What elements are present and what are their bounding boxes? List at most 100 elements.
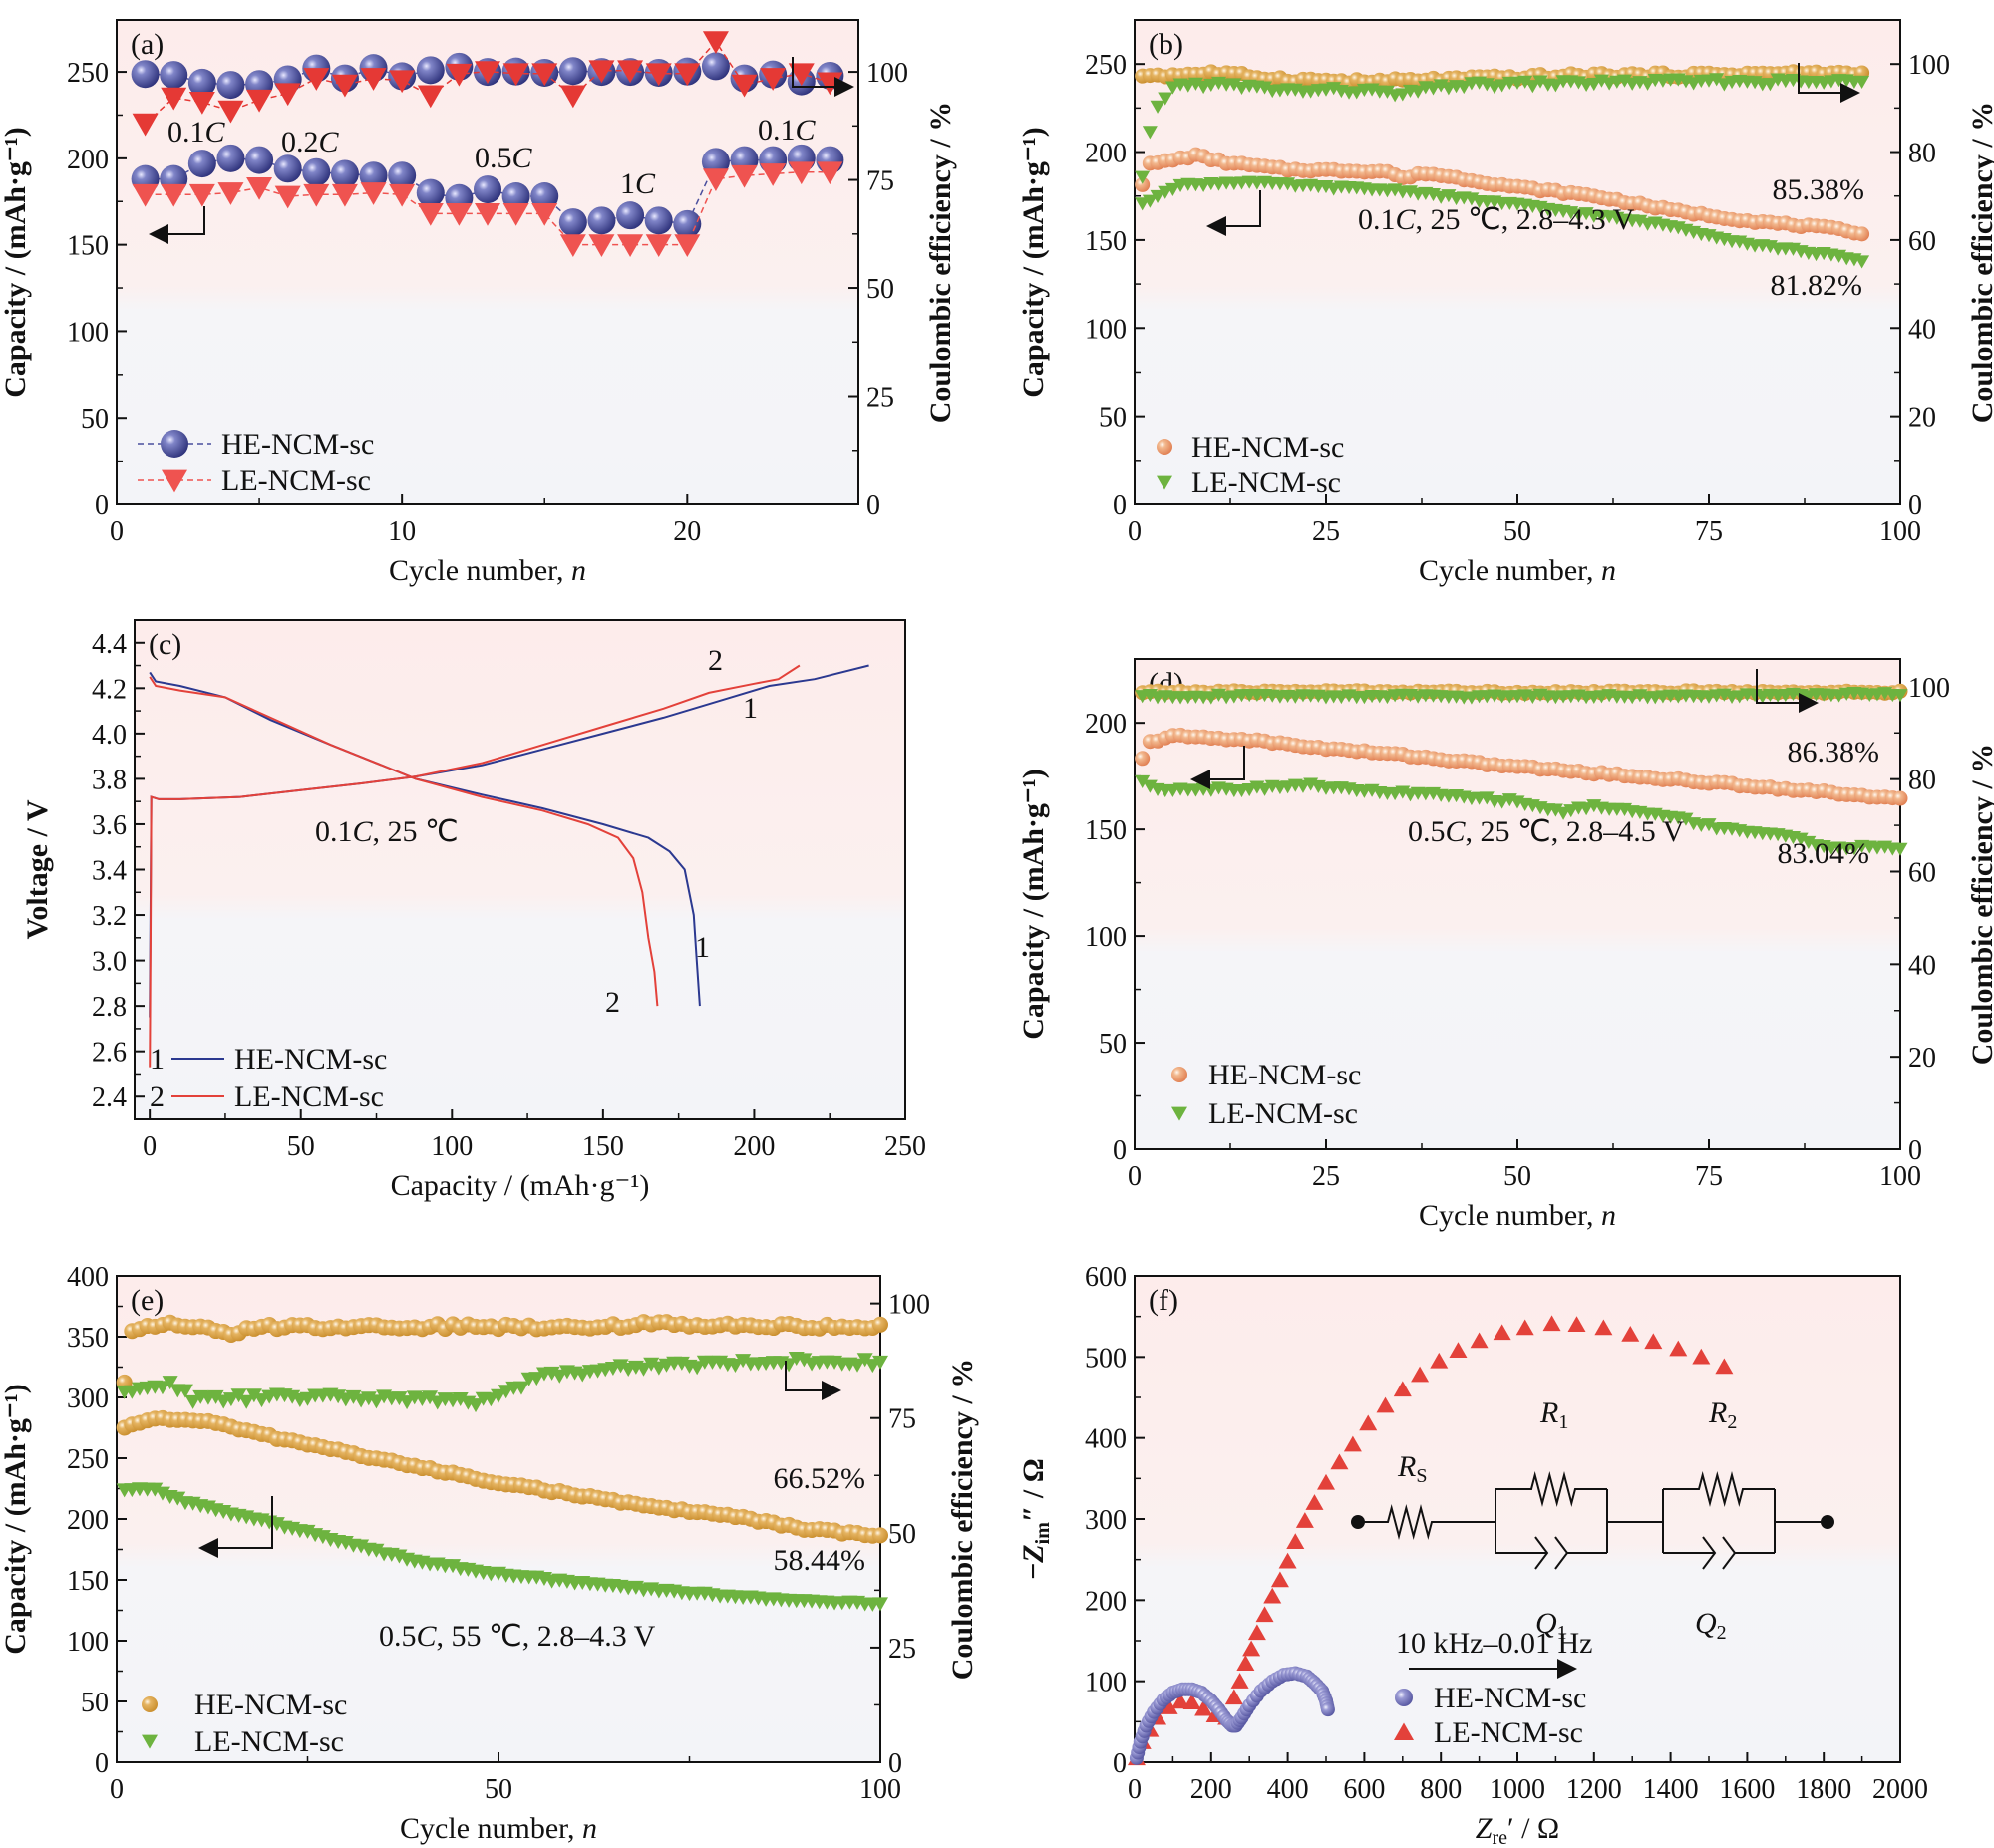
data-point [1359,1414,1378,1431]
data-point [160,61,188,90]
data-point [1230,1673,1249,1689]
data-point [389,70,416,94]
data-point [1257,81,1273,95]
data-point [1255,1606,1274,1623]
data-point [760,163,787,186]
data-point [559,85,586,109]
x-tick-label: 0 [1128,516,1142,547]
plot-frame [116,19,859,505]
data-point [1669,1340,1688,1357]
rate-label: 1C [620,167,656,200]
y-tick-label: 250 [1085,50,1127,81]
y-tick-label: 200 [1085,709,1127,740]
y2-tick-label: 0 [888,1748,902,1779]
data-point [1892,842,1908,856]
data-point [1135,751,1151,767]
data-point [1270,1571,1289,1588]
x-tick-label: 10 [388,516,416,547]
data-point [727,1359,744,1374]
data-point [689,1361,706,1376]
data-point [872,1597,888,1612]
data-point [132,183,159,207]
frequency-range-label: 10 kHz–0.01 Hz [1396,1627,1592,1660]
x-tick-label: 600 [1343,1774,1385,1805]
data-point [1142,126,1158,140]
legend-marker-le [1171,1106,1187,1121]
data-point [1320,1702,1335,1717]
data-point [475,61,500,84]
data-point [446,63,473,87]
legend-label: HE-NCM-sc [221,428,374,461]
x-tick-label: 0 [1128,1161,1142,1192]
y-tick-label: 100 [1085,922,1127,953]
plot-frame [1134,1275,1901,1763]
resistor-r2 [1663,1471,1775,1507]
y-tick-label: 350 [67,1323,109,1354]
legend-marker-he [1395,1689,1413,1706]
data-point [588,60,615,84]
data-point [217,100,244,124]
cpe-q1 [1496,1536,1607,1570]
y-tick-label: 0 [1113,1748,1127,1779]
rate-label: 0.1C [758,114,817,147]
y-tick-label: 0 [1113,490,1127,521]
data-point [274,185,301,209]
x-tick-label: 50 [1503,516,1531,547]
data-point [1479,791,1495,805]
data-point [635,1362,652,1377]
data-point [1236,1655,1255,1671]
data-point [1430,1352,1449,1369]
panel-label: (a) [131,28,164,61]
data-point [416,56,445,85]
data-point [731,74,758,98]
data-point [817,161,843,185]
plot-background [135,620,905,1119]
y2-tick-label: 100 [1908,50,1950,81]
data-point [1150,189,1165,203]
y-tick-label: 4.4 [92,629,127,660]
data-point [1164,81,1180,95]
data-point [1286,1533,1305,1549]
retention-label-he: 66.52% [774,1462,866,1495]
legend-label: LE-NCM-sc [234,1080,384,1113]
data-point [531,63,558,87]
data-point [162,1376,178,1390]
data-point [1305,1494,1324,1510]
y2-tick-label: 80 [1908,766,1936,796]
data-point [1410,85,1426,99]
y2-tick-label: 60 [1908,858,1936,889]
data-point [502,203,529,226]
panel-f: 0 200 400 600 800 1000 1200 1400 1600 1800 2000 0 10… [1017,1262,1928,1848]
y-tick-label: 400 [67,1262,109,1293]
data-point [1640,77,1656,91]
panel-label: (e) [131,1284,164,1317]
panel-label: (b) [1149,28,1183,61]
data-point [1762,78,1778,92]
y-tick-label: 50 [1099,1029,1127,1060]
data-point [558,208,587,237]
label-r1: R1 [1539,1396,1568,1433]
data-point [731,164,758,188]
y2-tick-label: 50 [866,274,894,305]
y-tick-label: 600 [1085,1262,1127,1293]
data-point [391,1391,408,1406]
data-point [1892,689,1908,703]
data-point [422,1390,439,1405]
retention-label-he: 86.38% [1788,736,1880,769]
data-point [345,1389,362,1404]
data-point [388,161,417,190]
cpe-q2 [1663,1536,1775,1570]
data-point [132,113,159,137]
y2-tick-label: 40 [1908,314,1936,345]
y-tick-label: 50 [81,404,109,435]
y-tick-label: 3.2 [92,901,127,932]
y-tick-label: 150 [67,1566,109,1597]
curve-label-1: 1 [695,931,710,964]
label-q2: Q2 [1695,1607,1727,1644]
data-point [1701,818,1717,832]
x-axis-label: Capacity / (mAh·g⁻¹) [391,1169,650,1202]
data-point [452,1391,469,1406]
data-point [1567,1316,1586,1332]
data-point [558,57,587,86]
x-tick-label: 200 [1190,1774,1232,1805]
